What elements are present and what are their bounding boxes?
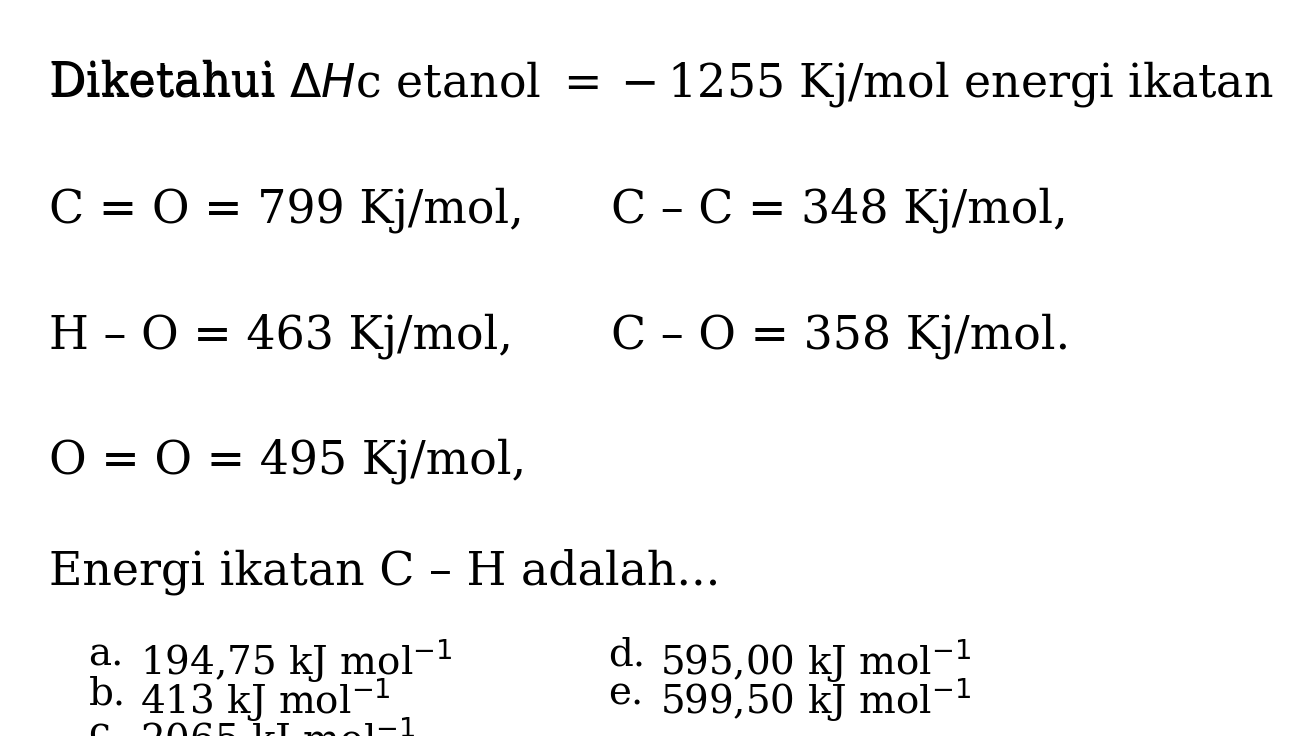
Text: C – O = 358 Kj/mol.: C – O = 358 Kj/mol. — [611, 313, 1070, 358]
Text: 194,75 kJ mol$^{-1}$: 194,75 kJ mol$^{-1}$ — [140, 637, 452, 684]
Text: 599,50 kJ mol$^{-1}$: 599,50 kJ mol$^{-1}$ — [660, 676, 971, 723]
Text: C – C = 348 Kj/mol,: C – C = 348 Kj/mol, — [611, 188, 1067, 233]
Text: b.: b. — [88, 676, 126, 712]
Text: Energi ikatan C – H adalah...: Energi ikatan C – H adalah... — [49, 548, 720, 595]
Text: 413 kJ mol$^{-1}$: 413 kJ mol$^{-1}$ — [140, 676, 391, 723]
Text: H – O = 463 Kj/mol,: H – O = 463 Kj/mol, — [49, 313, 514, 358]
Text: 2065 kJ mol$^{-1}$: 2065 kJ mol$^{-1}$ — [140, 715, 416, 736]
Text: O = O = 495 Kj/mol,: O = O = 495 Kj/mol, — [49, 438, 527, 484]
Text: a.: a. — [88, 637, 124, 673]
Text: C = O = 799 Kj/mol,: C = O = 799 Kj/mol, — [49, 188, 524, 233]
Text: Diketahui $\Delta\mathit{H}$c etanol $= -$1255 Kj/mol energi ikatan: Diketahui $\Delta\mathit{H}$c etanol $= … — [49, 59, 1274, 109]
Text: c.: c. — [88, 715, 122, 736]
Text: e.: e. — [608, 676, 644, 712]
Text: Diketahui: Diketahui — [49, 59, 290, 105]
Text: 595,00 kJ mol$^{-1}$: 595,00 kJ mol$^{-1}$ — [660, 637, 971, 684]
Text: d.: d. — [608, 637, 646, 673]
